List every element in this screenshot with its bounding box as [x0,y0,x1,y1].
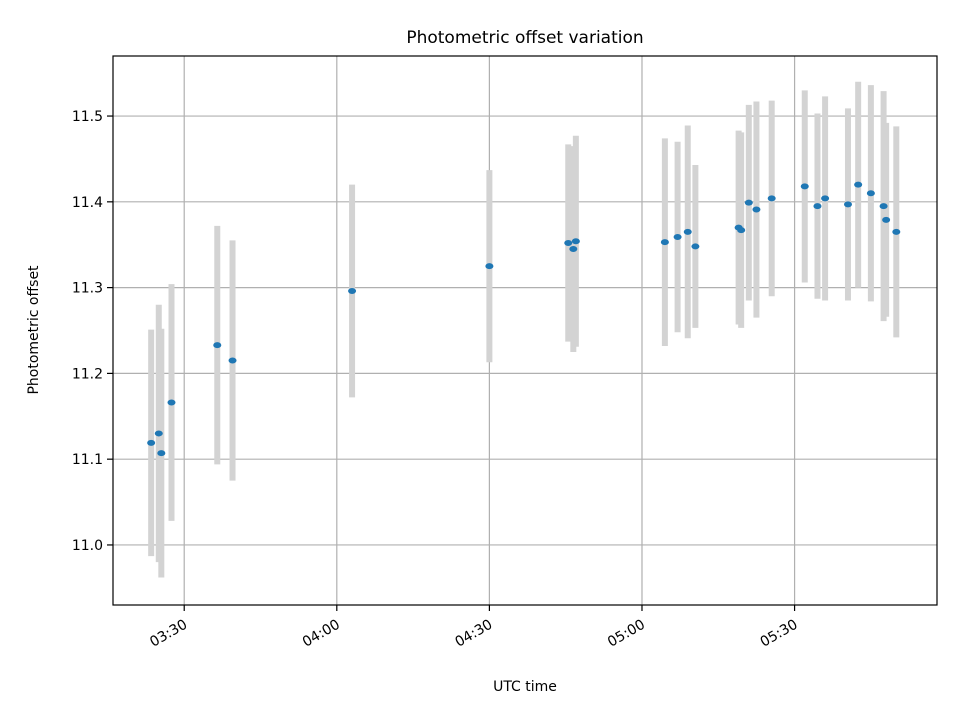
data-point [660,239,669,246]
data-point [154,430,163,437]
data-point [213,342,222,349]
chart-title: Photometric offset variation [406,28,643,48]
plot-frame [112,55,938,606]
data-point [737,227,746,234]
data-point [892,228,901,235]
data-point [882,216,891,223]
data-point [879,203,888,210]
data-point [752,206,761,213]
data-point [767,195,776,202]
y-tick-label: 11.5 [72,109,103,125]
data-point [691,243,700,250]
data-point [866,190,875,197]
y-tick-label: 11.3 [72,281,103,297]
data-points [147,181,901,457]
data-point [843,201,852,208]
x-axis-label: UTC time [493,679,557,695]
y-tick-label: 11.1 [72,452,103,468]
data-point [683,228,692,235]
y-tick-label: 11.0 [72,538,103,554]
data-point [813,203,822,210]
data-point [854,181,863,188]
data-point [571,238,580,245]
y-axis-label: Photometric offset [26,265,42,395]
data-point [485,263,494,270]
data-point [348,288,357,295]
y-tick-label: 11.2 [72,366,103,382]
data-point [167,399,176,406]
data-point [564,240,573,247]
y-axis-ticks: 11.0 11.1 11.2 11.3 11.4 11.5 [72,109,113,554]
data-point [147,439,156,446]
grid [113,56,937,605]
data-point [157,450,166,457]
data-point [744,199,753,206]
data-point [673,233,682,240]
data-point [569,246,578,253]
data-point [800,183,809,190]
data-point [821,195,830,202]
data-point [228,357,237,364]
y-tick-label: 11.4 [72,195,103,211]
